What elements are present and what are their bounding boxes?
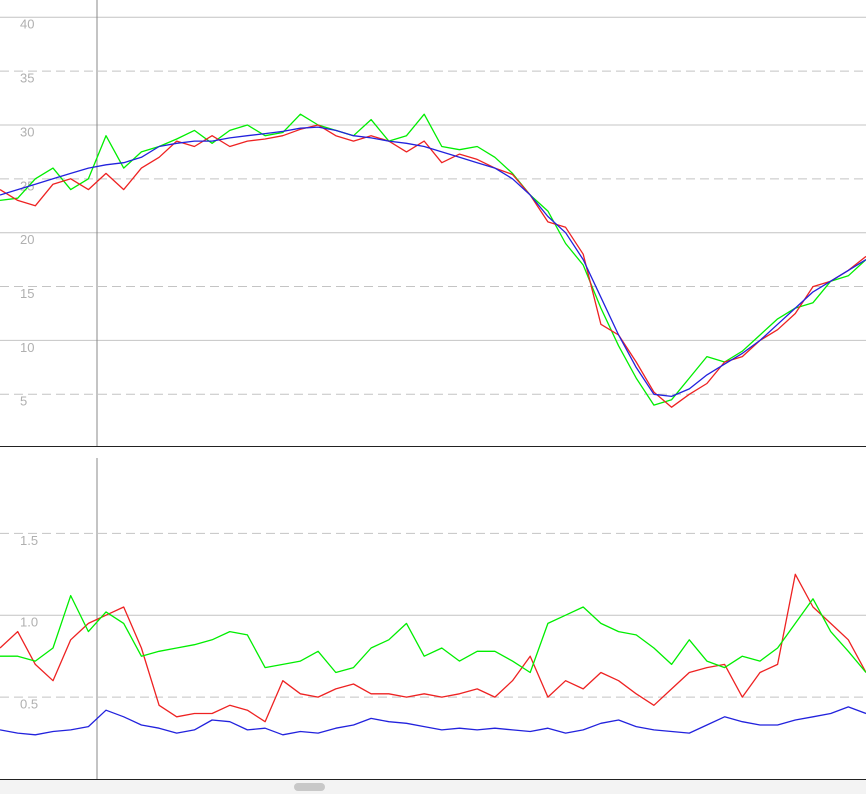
- y-tick-label: 40: [20, 17, 34, 32]
- series-line: [0, 126, 866, 398]
- y-tick-label: 25: [20, 178, 34, 193]
- y-tick-label: 0.5: [20, 697, 38, 712]
- series-line: [0, 573, 866, 723]
- series-line: [0, 706, 866, 736]
- y-tick-label: 1.0: [20, 615, 38, 630]
- y-tick-label: 20: [20, 232, 34, 247]
- y-tick-label: 5: [20, 394, 27, 409]
- series-line: [0, 113, 866, 406]
- y-tick-label: 35: [20, 71, 34, 86]
- series-line: [0, 124, 866, 408]
- y-tick-label: 10: [20, 340, 34, 355]
- y-tick-label: 30: [20, 124, 34, 139]
- y-tick-label: 15: [20, 286, 34, 301]
- scrollbar-thumb[interactable]: [294, 783, 325, 791]
- series-line: [0, 594, 866, 674]
- scrollbar-track: [0, 780, 866, 794]
- y-tick-label: 1.5: [20, 533, 38, 548]
